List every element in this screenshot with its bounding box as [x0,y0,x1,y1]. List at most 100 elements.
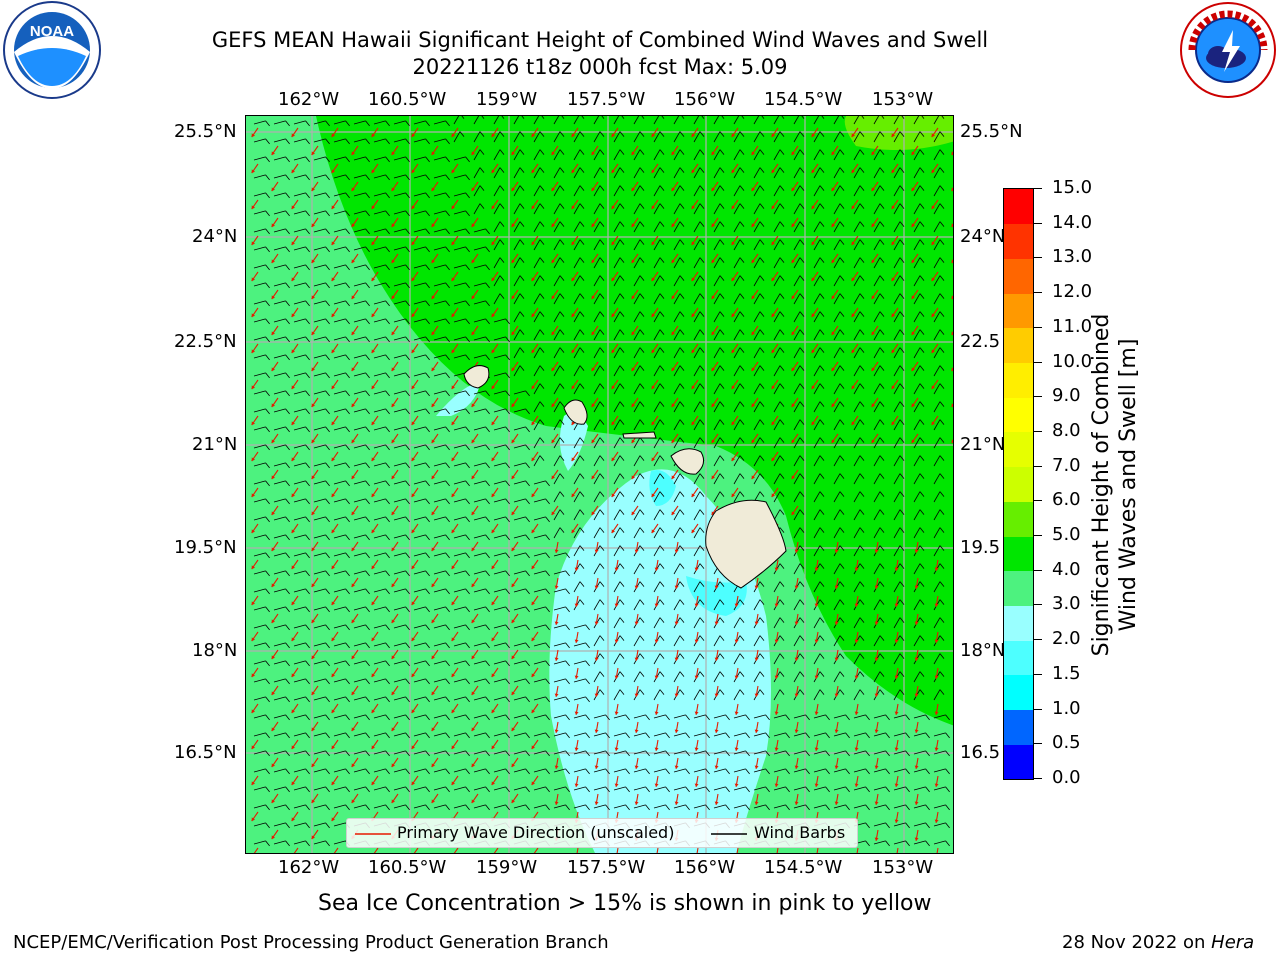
wind-barb-flag [879,347,885,353]
wave-arrow-head [631,439,636,444]
wind-barb-flag [405,498,410,505]
wind-barb [653,347,661,359]
wind-barb [633,635,641,647]
wind-barb [433,138,446,143]
wind-barb-flag [865,822,870,829]
wind-barb-flag [779,347,785,353]
wave-arrow-head [251,493,256,498]
wave-arrow-head [571,169,576,174]
wind-barb [813,131,821,143]
wind-barb [313,642,326,647]
wind-barb-flag [919,437,925,443]
wind-barb [373,480,386,485]
wave-arrow-head [271,655,276,660]
wind-barb [553,624,566,629]
wind-barb [713,311,721,323]
wind-barb [713,732,726,737]
field-2-3m-kauai [436,381,481,416]
wind-barb [553,185,561,197]
wind-barb [293,480,306,485]
wind-barb [253,516,266,521]
wave-arrow-head [251,421,256,426]
lon-label: 160.5°W [368,857,447,878]
wave-arrow [696,847,699,853]
wind-barb-flag [759,491,765,497]
wind-barb [433,714,446,719]
wind-barb [493,606,506,611]
wind-barb [473,678,486,683]
wind-barb [453,786,466,791]
wind-barb [253,660,266,665]
wind-barb [553,239,561,251]
wind-barb-flag [659,383,665,389]
wind-barb [893,293,901,305]
wind-barb-flag [405,480,410,487]
wind-barb [313,318,326,323]
colorbar-tick-mark [1034,465,1042,467]
wind-barb [833,671,841,683]
wind-barb-flag [639,365,645,371]
wave-arrow-head [431,403,436,408]
wind-barb [413,462,426,467]
wind-barb-flag [941,116,945,119]
wave-arrow-head [951,403,953,408]
lat-label: 19.5°N [174,537,237,558]
wave-arrow-head [771,277,776,282]
wind-barb-flag [859,329,865,335]
wave-arrow-head [391,619,396,624]
wind-barb [553,329,561,341]
wind-barb [753,203,761,215]
wind-barb [733,437,741,449]
wind-barb-flag [519,167,525,173]
wind-barb [393,480,406,485]
wind-barb-flag [305,120,310,127]
wind-barb [813,509,821,521]
wind-barb [613,581,621,593]
wave-arrow-head [931,241,936,246]
wave-arrow-head [634,765,639,769]
wave-arrow-head [271,151,276,156]
wave-arrow-head [634,549,639,553]
wind-barb [393,678,406,683]
wind-barb-flag [759,167,765,173]
wind-barb-flag [305,624,310,631]
wave-arrow-head [331,601,336,606]
wind-barb [593,563,601,575]
wind-barb-flag [679,599,685,605]
wind-barb [453,570,466,575]
wind-barb-flag [899,167,905,173]
wind-barb [693,545,701,557]
wind-barb [853,491,861,503]
wind-barb [833,786,846,791]
wind-barb-flag [385,750,390,757]
wind-barb-flag [799,131,805,137]
wind-barb-flag [779,275,785,281]
wind-barb [473,131,481,143]
colorbar-tick-label: 7.0 [1052,454,1081,476]
wind-barb-flag [559,329,565,335]
wind-barb [653,689,661,701]
wind-barb [373,714,386,719]
wave-arrow-head [431,619,436,624]
wave-arrow-head [331,457,336,462]
wind-barb-flag [365,174,370,181]
wind-barb [433,588,446,593]
wind-barb [833,329,841,341]
wind-barb-flag [659,239,665,245]
wind-barb [673,257,681,269]
wind-barb-flag [599,689,605,695]
wind-barb-flag [425,138,430,145]
wind-barb-flag [345,750,350,757]
wind-barb [873,329,881,341]
wind-barb-flag [659,293,665,299]
wind-barb-flag [759,347,765,353]
wind-barb-flag [681,116,685,119]
wind-barb [753,311,761,323]
wave-arrow-head [834,549,839,553]
wind-barb [673,203,681,215]
wind-barb [793,149,801,161]
wind-barb-flag [619,275,625,281]
wind-barb-flag [499,293,505,299]
wind-barb-flag [505,462,510,469]
wind-barb-flag [559,491,565,497]
